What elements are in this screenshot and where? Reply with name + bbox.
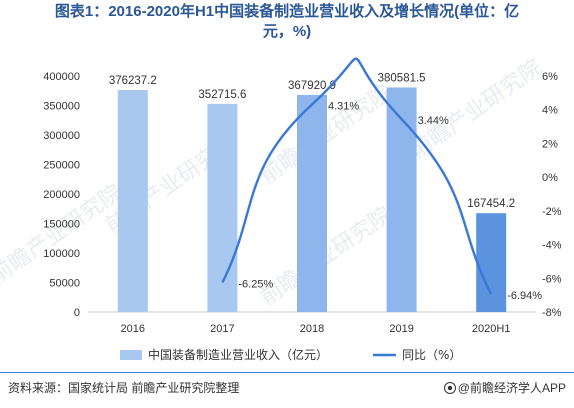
line-label-2019: 3.44%	[418, 115, 449, 127]
y-left-tick-4: 200000	[43, 189, 80, 201]
line-series-yoy	[221, 57, 493, 295]
y-right-tick-2: -4%	[542, 240, 562, 252]
bar-label-2018: 367920.9	[288, 80, 336, 92]
chart-title: 图表1：2016-2020年H1中国装备制造业营业收入及增长情况(单位：亿 元，…	[10, 2, 564, 42]
y-right-tick-6: 4%	[542, 105, 558, 117]
x-tick-2016: 2016	[121, 323, 145, 335]
y-left-tick-8: 400000	[43, 71, 80, 83]
bar-2018	[297, 94, 327, 312]
brand-logo-icon	[443, 382, 456, 394]
brand-text: @前瞻经济学人APP	[457, 381, 566, 395]
legend-label-revenue: 中国装备制造业营业收入（亿元）	[148, 347, 328, 362]
bar-2016	[117, 90, 148, 312]
bar-label-2017: 352715.6	[198, 89, 246, 101]
legend-swatch-revenue	[120, 350, 142, 360]
y-left-tick-0: 0	[74, 307, 80, 319]
y-right-tick-5: 2%	[542, 138, 558, 150]
bar-2019	[386, 87, 417, 313]
source-note: 资料来源：国家统计局 前瞻产业研究院整理	[8, 381, 240, 395]
y-right-tick-7: 6%	[542, 71, 558, 83]
y-left-tick-7: 350000	[43, 101, 80, 113]
bar-label-2020H1: 167454.2	[467, 198, 515, 210]
y-left-tick-5: 250000	[43, 160, 80, 172]
x-tick-2020H1: 2020H1	[472, 323, 511, 335]
footer-divider	[0, 372, 574, 373]
y-left-tick-3: 150000	[43, 219, 80, 231]
y-left-tick-1: 50000	[49, 278, 80, 290]
chart-canvas: 前瞻产业研究院前瞻产业研究院前瞻产业研究院前瞻产业研究院前瞻产业研究院05000…	[0, 55, 562, 362]
line-label-2017: -6.25%	[238, 279, 273, 291]
x-tick-2019: 2019	[389, 323, 413, 335]
chart-title-line1: 图表1：2016-2020年H1中国装备制造业营业收入及增长情况(单位：亿	[54, 3, 520, 20]
line-label-2020H1: -6.94%	[507, 290, 542, 302]
x-tick-2017: 2017	[210, 323, 234, 335]
bar-2017	[207, 103, 238, 312]
brand-credit: @前瞻经济学人APP	[443, 379, 566, 396]
line-label-2018: 4.31%	[328, 100, 359, 112]
y-left-tick-6: 300000	[43, 130, 80, 142]
chart-title-line2: 元，%)	[262, 23, 312, 40]
legend-label-yoy: 同比（%）	[402, 348, 461, 362]
bar-label-2019: 380581.5	[378, 72, 426, 84]
y-right-tick-4: 0%	[542, 172, 558, 184]
bar-label-2016: 376237.2	[109, 75, 157, 87]
y-right-tick-0: -8%	[542, 307, 562, 319]
x-tick-2018: 2018	[300, 323, 324, 335]
bar-2020H1	[476, 213, 507, 312]
y-right-tick-1: -6%	[542, 273, 562, 285]
y-left-tick-2: 100000	[43, 248, 80, 260]
y-right-tick-3: -2%	[542, 206, 562, 218]
